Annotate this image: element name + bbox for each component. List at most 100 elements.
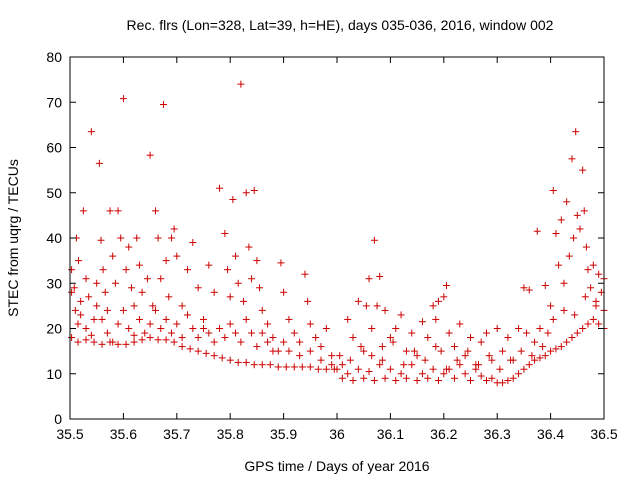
- data-point-plus: [68, 266, 76, 274]
- data-point-plus: [533, 227, 541, 235]
- data-point-plus: [242, 189, 250, 197]
- x-tick-label: 36.3: [484, 426, 511, 442]
- data-point-plus: [173, 252, 181, 260]
- data-point-plus: [475, 361, 483, 369]
- data-point-plus: [178, 302, 186, 310]
- data-point-plus: [565, 252, 573, 260]
- data-point-plus: [536, 354, 544, 362]
- y-tick-label: 30: [46, 275, 62, 291]
- y-tick-label: 80: [46, 49, 62, 65]
- data-point-plus: [333, 365, 341, 373]
- data-point-plus: [402, 347, 410, 355]
- data-point-plus: [595, 320, 603, 328]
- data-point-plus: [301, 270, 309, 278]
- x-tick-label: 35.7: [163, 426, 190, 442]
- data-point-plus: [531, 356, 539, 364]
- data-point-plus: [555, 261, 563, 269]
- data-point-plus: [544, 329, 552, 337]
- data-point-plus: [368, 325, 376, 332]
- data-point-plus: [141, 329, 149, 337]
- data-point-plus: [408, 361, 416, 369]
- data-point-plus: [170, 338, 178, 346]
- data-point-plus: [119, 306, 127, 314]
- data-point-plus: [456, 361, 464, 369]
- data-point-plus: [242, 358, 250, 366]
- data-point-plus: [568, 155, 576, 163]
- data-point-plus: [344, 315, 352, 323]
- data-point-plus: [216, 184, 224, 192]
- data-point-plus: [77, 311, 85, 319]
- data-point-plus: [483, 377, 491, 385]
- data-point-plus: [296, 338, 304, 346]
- data-point-plus: [194, 347, 202, 355]
- y-tick-label: 50: [46, 185, 62, 201]
- data-point-plus: [563, 338, 571, 346]
- data-point-plus: [250, 186, 258, 194]
- data-point-plus: [151, 306, 159, 314]
- data-point-plus: [531, 338, 539, 346]
- data-point-plus: [579, 325, 587, 332]
- data-point-plus: [87, 331, 95, 339]
- data-point-plus: [453, 356, 461, 364]
- data-points: [68, 80, 608, 387]
- data-point-plus: [189, 325, 197, 332]
- data-point-plus: [101, 288, 109, 296]
- data-point-plus: [418, 370, 426, 378]
- data-point-plus: [317, 343, 325, 351]
- data-point-plus: [154, 336, 162, 344]
- data-point-plus: [381, 306, 389, 314]
- data-point-plus: [119, 95, 127, 103]
- data-point-plus: [392, 377, 400, 385]
- data-point-plus: [437, 347, 445, 355]
- data-point-plus: [370, 377, 378, 385]
- data-point-plus: [515, 325, 523, 332]
- data-point-plus: [280, 288, 288, 296]
- x-tick-label: 35.8: [217, 426, 244, 442]
- data-point-plus: [421, 356, 429, 364]
- data-point-plus: [450, 343, 458, 351]
- data-point-plus: [98, 315, 106, 323]
- data-point-plus: [90, 315, 98, 323]
- data-point-plus: [589, 315, 597, 323]
- data-point-plus: [432, 315, 440, 323]
- data-point-plus: [232, 329, 240, 337]
- data-point-plus: [515, 370, 523, 378]
- data-point-plus: [312, 334, 320, 342]
- data-point-plus: [580, 207, 588, 215]
- data-point-plus: [253, 343, 261, 351]
- data-point-plus: [210, 338, 218, 346]
- data-point-plus: [296, 352, 304, 360]
- data-point-plus: [429, 365, 437, 373]
- data-point-plus: [114, 320, 122, 328]
- chart-title: Rec. flrs (Lon=328, Lat=39, h=HE), days …: [127, 17, 554, 33]
- data-point-plus: [592, 297, 600, 305]
- data-point-plus: [547, 347, 555, 355]
- data-point-plus: [557, 343, 565, 351]
- data-point-plus: [146, 151, 154, 159]
- data-point-plus: [258, 361, 266, 369]
- data-point-plus: [389, 338, 397, 346]
- data-point-plus: [461, 370, 469, 378]
- data-point-plus: [368, 352, 376, 360]
- data-point-plus: [509, 374, 517, 382]
- data-point-plus: [221, 334, 229, 342]
- data-point-plus: [130, 338, 138, 346]
- data-point-plus: [280, 338, 288, 346]
- data-point-plus: [74, 320, 82, 328]
- data-point-plus: [135, 315, 143, 323]
- data-point-plus: [346, 356, 354, 364]
- data-point-plus: [424, 334, 432, 342]
- data-point-plus: [582, 243, 590, 251]
- data-point-plus: [349, 377, 357, 385]
- data-point-plus: [477, 338, 485, 346]
- data-point-plus: [146, 334, 154, 342]
- data-point-plus: [202, 349, 210, 357]
- data-point-plus: [103, 306, 111, 314]
- data-point-plus: [413, 352, 421, 360]
- data-point-plus: [167, 234, 175, 242]
- x-tick-label: 36.4: [537, 426, 564, 442]
- data-point-plus: [68, 288, 76, 296]
- data-point-plus: [277, 259, 285, 267]
- data-point-plus: [170, 225, 178, 233]
- data-point-plus: [354, 365, 362, 373]
